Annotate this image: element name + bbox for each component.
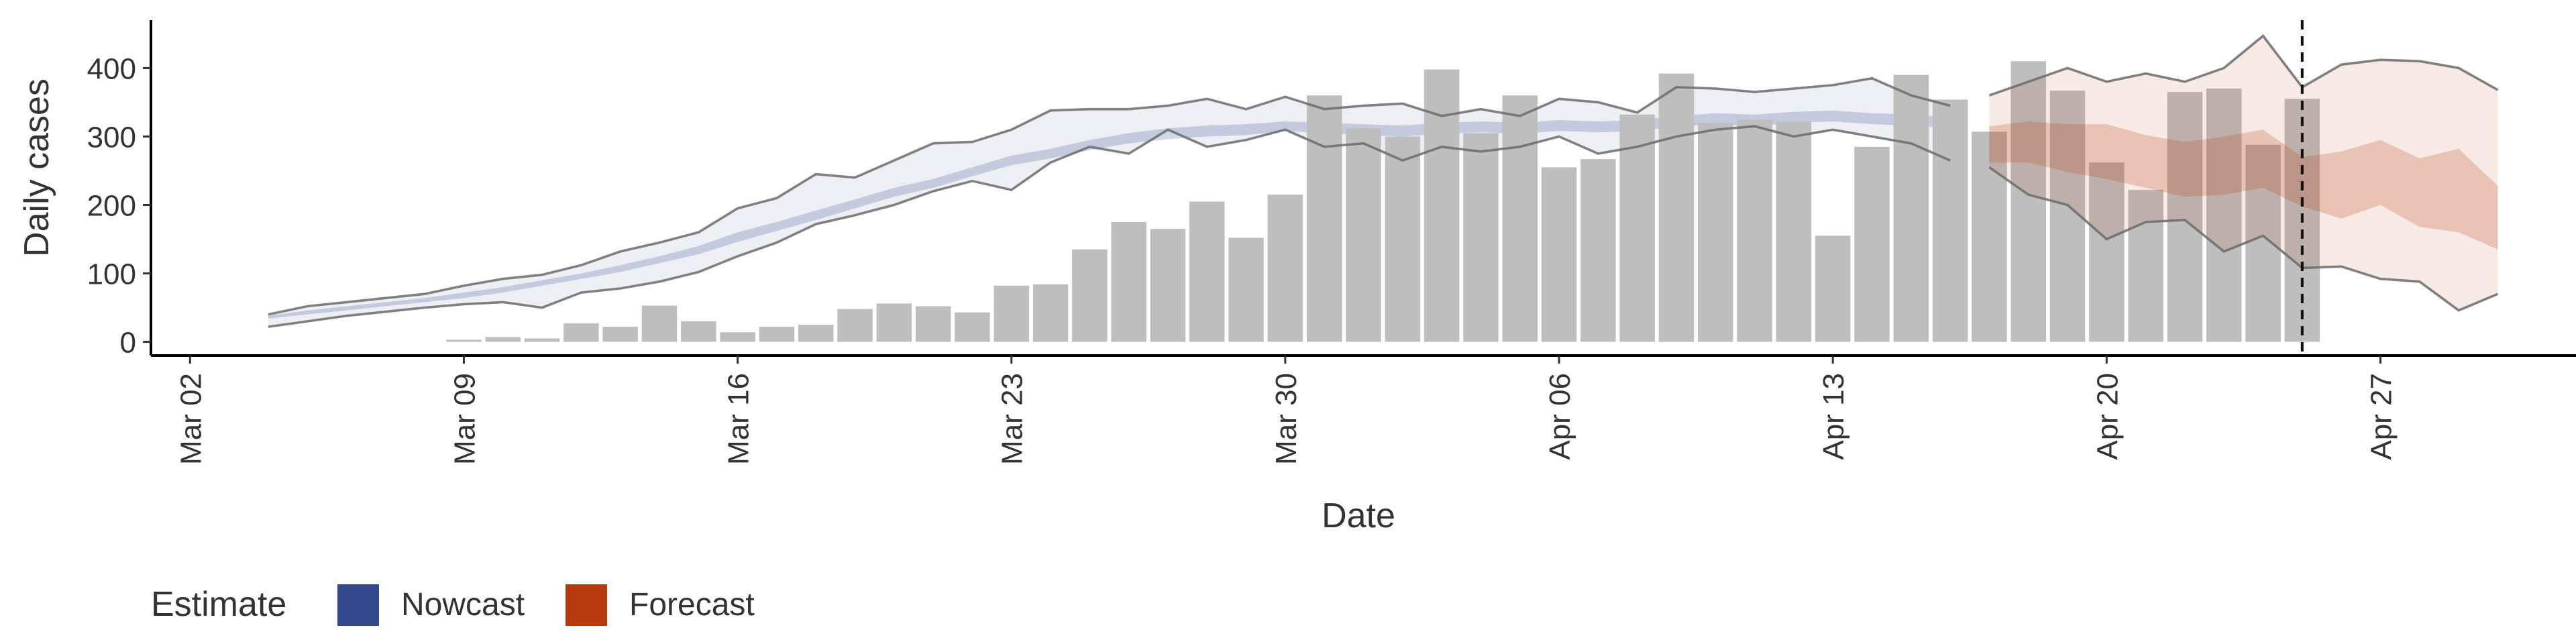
- x-tick-label-2020-03-30: Mar 30: [1270, 373, 1303, 465]
- bar-2020-03-31: [1307, 95, 1342, 342]
- bar-2020-04-17: [1972, 131, 2007, 342]
- legend-title: Estimate: [151, 585, 286, 624]
- bar-2020-04-08: [1619, 114, 1655, 342]
- legend: Estimate Nowcast Forecast: [151, 584, 755, 626]
- bar-2020-03-23: [994, 285, 1029, 342]
- bar-2020-03-22: [955, 312, 990, 342]
- bar-2020-03-29: [1228, 237, 1264, 342]
- bar-2020-03-16: [720, 332, 755, 342]
- y-tick-label-200: 200: [87, 190, 136, 223]
- bar-2020-04-12: [1776, 121, 1812, 342]
- bar-2020-04-18: [2010, 61, 2046, 342]
- bar-2020-03-28: [1189, 201, 1225, 342]
- legend-swatch-forecast: [566, 584, 607, 626]
- bar-2020-04-07: [1580, 159, 1616, 342]
- nowcast-lower-line: [268, 125, 1951, 328]
- legend-label-nowcast: Nowcast: [401, 587, 525, 623]
- bar-2020-04-15: [1893, 74, 1929, 342]
- y-tick-label-100: 100: [87, 258, 136, 291]
- forecast-lower-line: [1988, 166, 2499, 312]
- bar-2020-04-10: [1698, 123, 1733, 342]
- legend-label-forecast: Forecast: [629, 587, 755, 623]
- x-tick-label-2020-04-27: Apr 27: [2365, 373, 2398, 460]
- x-tick-label-2020-03-02: Mar 02: [174, 373, 207, 465]
- bar-2020-04-24: [2245, 144, 2281, 342]
- bar-2020-04-05: [1502, 95, 1538, 342]
- bar-2020-04-22: [2167, 92, 2203, 342]
- y-tick-label-300: 300: [87, 121, 136, 154]
- bar-2020-03-13: [602, 327, 638, 342]
- x-tick-label-2020-03-09: Mar 09: [449, 373, 482, 465]
- bar-2020-03-24: [1032, 284, 1069, 342]
- bar-2020-04-20: [2089, 162, 2125, 342]
- nowcast-upper-line: [268, 76, 1951, 316]
- forecast-upper-line: [1988, 34, 2499, 97]
- bar-2020-03-21: [915, 306, 951, 342]
- bar-2020-04-11: [1737, 119, 1772, 342]
- forecast-outer-band: [1989, 36, 2498, 311]
- bar-2020-04-01: [1346, 128, 1381, 342]
- bar-2020-04-14: [1854, 146, 1890, 342]
- bar-2020-03-30: [1267, 195, 1303, 342]
- bar-2020-03-15: [681, 321, 716, 342]
- bar-2020-03-27: [1150, 229, 1186, 342]
- axes: 0 100 200 300 400 Mar 02 Mar 09 Mar 16 Mar 23 Mar…: [87, 20, 2576, 465]
- bar-2020-03-14: [641, 305, 678, 342]
- bar-2020-04-04: [1463, 133, 1499, 342]
- bar-2020-04-16: [1932, 99, 1968, 342]
- bar-2020-03-17: [759, 327, 795, 342]
- bar-2020-03-26: [1111, 222, 1146, 342]
- bar-2020-03-10: [485, 337, 521, 342]
- y-tick-label-400: 400: [87, 52, 136, 85]
- plot-area: [268, 20, 2499, 356]
- x-tick-label-2020-03-16: Mar 16: [722, 373, 755, 465]
- bar-2020-04-03: [1424, 69, 1460, 342]
- bar-2020-03-19: [837, 309, 873, 342]
- x-tick-label-2020-04-20: Apr 20: [2091, 373, 2124, 460]
- bar-2020-04-21: [2128, 190, 2163, 342]
- bar-2020-03-25: [1072, 249, 1108, 342]
- x-tick-label-2020-04-06: Apr 06: [1544, 373, 1576, 460]
- x-axis-title: Date: [1322, 496, 1395, 535]
- bar-2020-04-09: [1658, 73, 1695, 342]
- forecast-inner-band: [1989, 121, 2498, 250]
- x-tick-label-2020-03-23: Mar 23: [996, 373, 1029, 465]
- bar-2020-04-13: [1815, 235, 1851, 342]
- bar-2020-03-20: [876, 303, 912, 342]
- y-axis-title: Daily cases: [17, 78, 56, 257]
- bar-2020-03-09: [446, 339, 482, 342]
- nowcast-inner-band: [268, 110, 1951, 319]
- bar-2020-03-11: [524, 338, 560, 342]
- x-tick-label-2020-04-13: Apr 13: [1817, 373, 1850, 460]
- y-tick-label-0: 0: [120, 327, 136, 360]
- bar-2020-04-02: [1385, 136, 1421, 342]
- bar-2020-03-12: [564, 323, 599, 342]
- bar-2020-03-18: [798, 325, 834, 342]
- bar-2020-04-06: [1541, 167, 1577, 342]
- legend-swatch-nowcast: [337, 584, 379, 626]
- bar-2020-04-23: [2206, 89, 2242, 342]
